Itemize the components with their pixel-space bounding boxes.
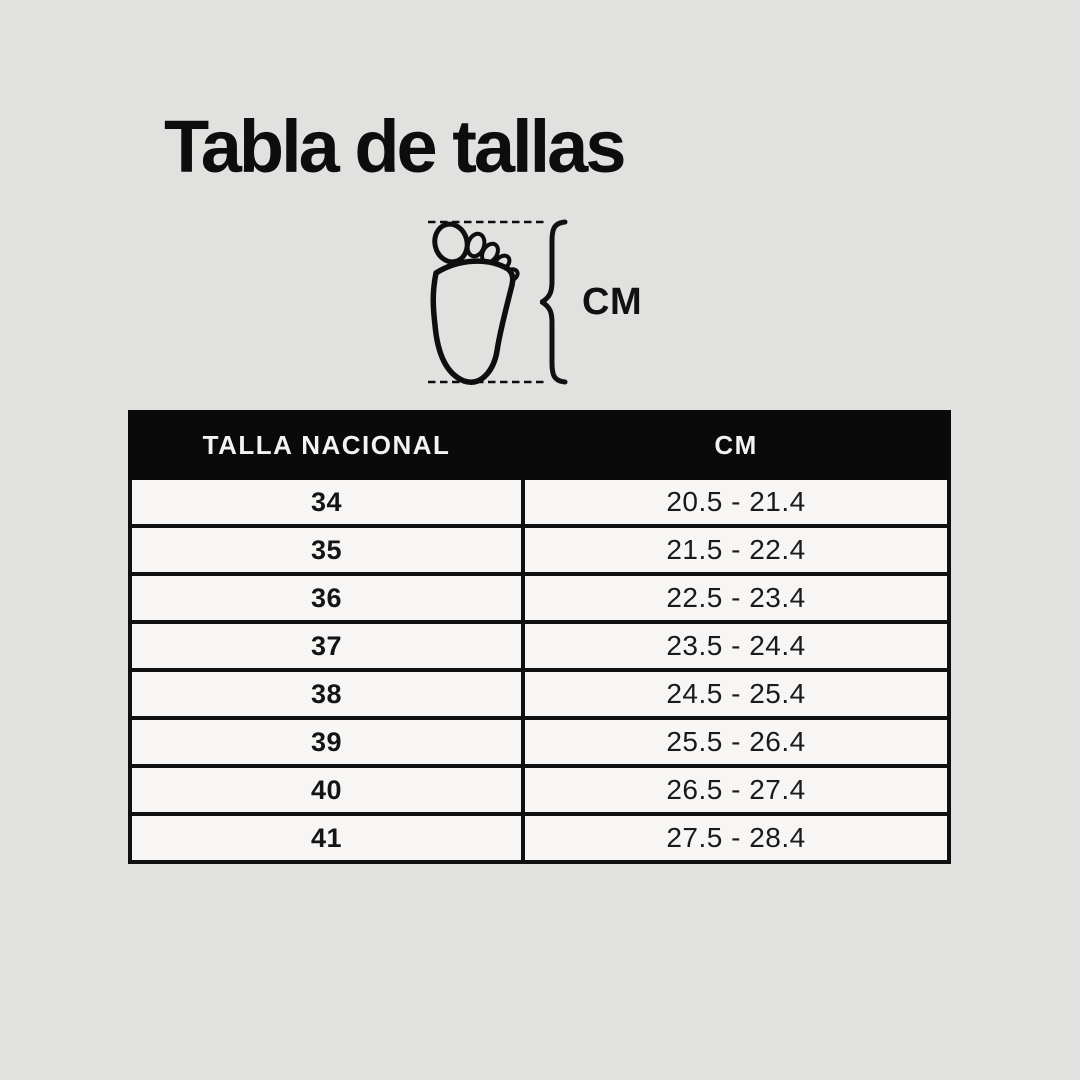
size-cell: 39: [127, 716, 526, 768]
cm-range-cell: 20.5 - 21.4: [521, 476, 951, 528]
table-row: 40 26.5 - 27.4: [127, 764, 951, 816]
size-table: TALLA NACIONAL CM 34 20.5 - 21.4 35 21.5…: [127, 410, 951, 864]
size-cell: 40: [127, 764, 526, 816]
size-cell: 36: [127, 572, 526, 624]
size-cell: 41: [127, 812, 526, 864]
table-row: 34 20.5 - 21.4: [127, 476, 951, 528]
cm-range-cell: 25.5 - 26.4: [521, 716, 951, 768]
table-row: 41 27.5 - 28.4: [127, 812, 951, 864]
foot-measurement-figure: CM: [420, 213, 660, 393]
col-header-talla-nacional: TALLA NACIONAL: [127, 410, 526, 480]
unit-label: CM: [582, 281, 643, 323]
cm-range-cell: 26.5 - 27.4: [521, 764, 951, 816]
curly-brace-icon: [540, 219, 568, 385]
table-row: 39 25.5 - 26.4: [127, 716, 951, 768]
cm-range-cell: 24.5 - 25.4: [521, 668, 951, 720]
table-row: 37 23.5 - 24.4: [127, 620, 951, 672]
table-row: 38 24.5 - 25.4: [127, 668, 951, 720]
cm-range-cell: 23.5 - 24.4: [521, 620, 951, 672]
col-header-cm: CM: [521, 410, 951, 480]
table-row: 35 21.5 - 22.4: [127, 524, 951, 576]
size-cell: 34: [127, 476, 526, 528]
size-cell: 37: [127, 620, 526, 672]
cm-range-cell: 27.5 - 28.4: [521, 812, 951, 864]
table-header-row: TALLA NACIONAL CM: [127, 410, 951, 480]
size-cell: 38: [127, 668, 526, 720]
page-title: Tabla de tallas: [164, 105, 626, 188]
cm-range-cell: 21.5 - 22.4: [521, 524, 951, 576]
cm-range-cell: 22.5 - 23.4: [521, 572, 951, 624]
size-cell: 35: [127, 524, 526, 576]
table-row: 36 22.5 - 23.4: [127, 572, 951, 624]
foot-sole-icon: [428, 220, 544, 385]
